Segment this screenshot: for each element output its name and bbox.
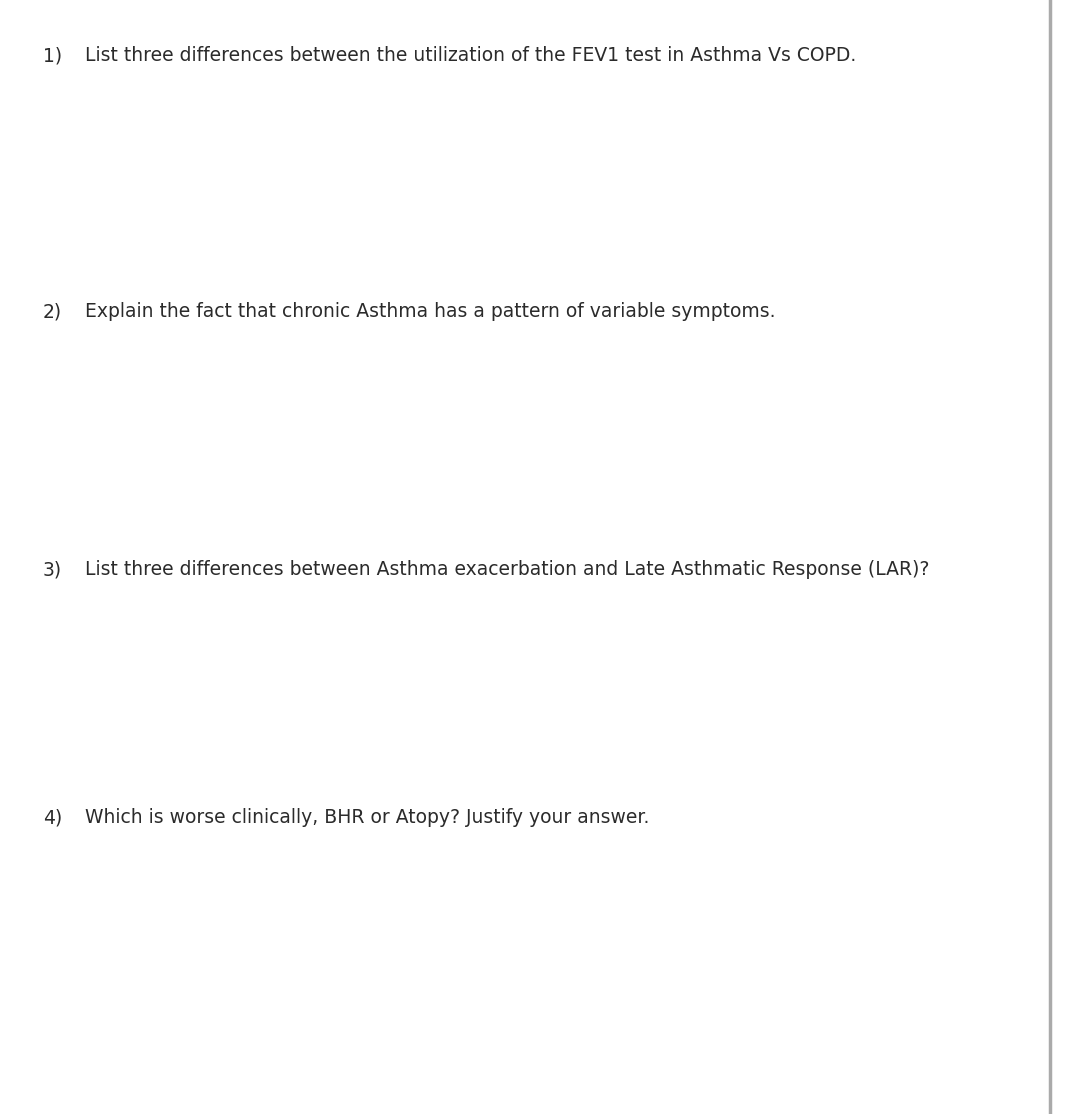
Text: 1): 1) [43, 46, 63, 65]
Text: List three differences between Asthma exacerbation and Late Asthmatic Response (: List three differences between Asthma ex… [85, 560, 930, 579]
Text: Which is worse clinically, BHR or Atopy? Justify your answer.: Which is worse clinically, BHR or Atopy?… [85, 808, 649, 827]
Text: Explain the fact that chronic Asthma has a pattern of variable symptoms.: Explain the fact that chronic Asthma has… [85, 302, 775, 321]
Text: 2): 2) [43, 302, 63, 321]
Text: 3): 3) [43, 560, 63, 579]
Text: 4): 4) [43, 808, 63, 827]
Text: List three differences between the utilization of the FEV1 test in Asthma Vs COP: List three differences between the utili… [85, 46, 856, 65]
